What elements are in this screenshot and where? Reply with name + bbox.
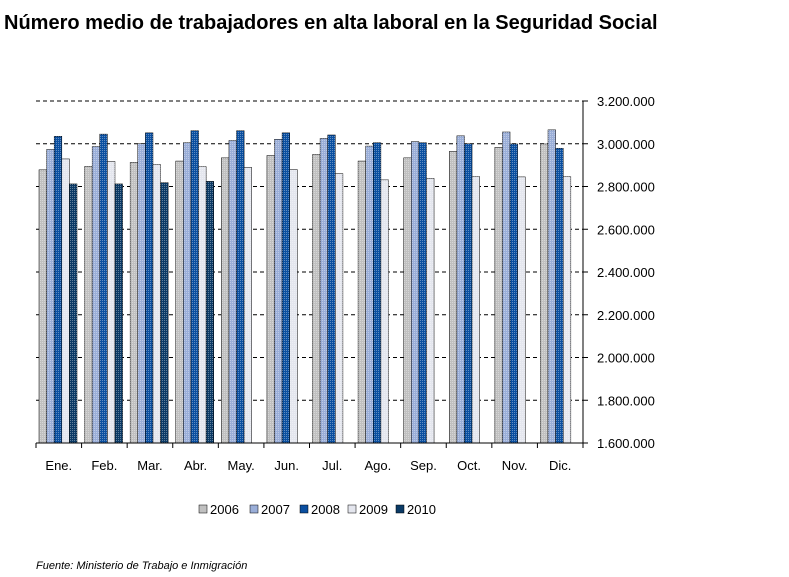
gridlines	[36, 100, 583, 401]
x-tick-label: Ene.	[45, 458, 72, 473]
bar	[221, 157, 230, 444]
legend-swatch	[249, 504, 259, 514]
legend: 2006 2007 2008 2009 2010	[198, 502, 436, 517]
x-tick-label: Abr.	[184, 458, 207, 473]
bar	[266, 155, 275, 444]
bar	[411, 141, 420, 444]
bars	[38, 129, 572, 444]
x-tick-label: Jun.	[274, 458, 299, 473]
bar	[205, 181, 214, 444]
bar	[84, 166, 93, 444]
bar	[335, 173, 344, 444]
bar	[319, 138, 328, 444]
x-tick-label: Nov.	[502, 458, 528, 473]
bar	[327, 134, 336, 444]
x-tick-label: May.	[228, 458, 255, 473]
bar	[160, 182, 169, 444]
bar	[69, 183, 78, 444]
bar	[46, 149, 55, 444]
legend-label: 2006	[210, 502, 239, 517]
bar	[562, 176, 572, 444]
bar	[464, 143, 473, 444]
x-tick-label: Sep.	[410, 458, 437, 473]
bar	[236, 130, 245, 444]
legend-swatch	[347, 504, 357, 514]
y-tick-label: 1.600.000	[597, 436, 655, 451]
legend-swatch	[198, 504, 208, 514]
legend-label: 2008	[311, 502, 340, 517]
bar	[403, 157, 412, 444]
y-tick-label: 2.800.000	[597, 180, 655, 195]
y-tick-label: 2.200.000	[597, 308, 655, 323]
bar	[274, 139, 283, 444]
y-axis-ticks: 1.600.000 1.800.000 2.000.000 2.200.000 2.40…	[583, 94, 655, 451]
legend-label: 2007	[261, 502, 290, 517]
bar	[198, 166, 207, 444]
x-tick-label: Oct.	[457, 458, 481, 473]
x-tick-label: Mar.	[137, 458, 162, 473]
source-note: Fuente: Ministerio de Trabajo e Inmigrac…	[36, 560, 248, 572]
x-tick-label: Feb.	[91, 458, 117, 473]
bar	[312, 154, 321, 444]
bar	[502, 131, 511, 444]
legend-swatch	[299, 504, 309, 514]
bar	[145, 132, 154, 444]
bar	[456, 135, 465, 444]
bar	[555, 147, 564, 444]
y-tick-label: 1.800.000	[597, 393, 655, 408]
bar	[449, 151, 458, 444]
bar	[107, 161, 116, 444]
bar	[547, 129, 556, 444]
bar	[517, 176, 526, 444]
bar	[540, 143, 549, 444]
y-tick-label: 2.600.000	[597, 222, 655, 237]
bar	[129, 162, 139, 444]
bar	[190, 130, 199, 444]
bar	[418, 142, 427, 444]
y-tick-label: 3.200.000	[597, 94, 655, 109]
bar	[53, 136, 63, 444]
bar	[137, 143, 146, 444]
bar	[494, 147, 503, 444]
y-tick-label: 3.000.000	[597, 137, 655, 152]
bar	[289, 169, 298, 444]
bar	[380, 179, 389, 444]
bar	[509, 143, 518, 444]
chart-title: Número medio de trabajadores en alta lab…	[4, 12, 658, 34]
bar	[357, 160, 366, 444]
bar	[426, 178, 435, 444]
y-tick-label: 2.400.000	[597, 265, 655, 280]
bar	[38, 169, 47, 444]
legend-entry: 2009	[347, 502, 388, 517]
bar	[152, 164, 161, 444]
bar	[243, 167, 252, 444]
legend-entry: 2006	[198, 502, 239, 517]
bar	[175, 160, 184, 444]
bar	[228, 140, 237, 444]
y-tick-label: 2.000.000	[597, 351, 655, 366]
legend-swatch	[395, 504, 405, 514]
legend-entry: 2008	[299, 502, 340, 517]
bar	[114, 183, 123, 444]
legend-label: 2010	[407, 502, 436, 517]
bar	[183, 142, 192, 444]
legend-entry: 2010	[395, 502, 436, 517]
bar	[99, 133, 108, 444]
x-axis-ticks: Ene. Feb. Mar. Abr. May. Jun. Jul. Ago. Sep. Oct.…	[35, 443, 584, 473]
bar	[471, 176, 480, 444]
bar	[281, 132, 290, 444]
bar	[61, 158, 70, 444]
bar	[365, 145, 374, 444]
legend-entry: 2007	[249, 502, 290, 517]
bar	[91, 146, 101, 444]
x-tick-label: Jul.	[322, 458, 342, 473]
legend-label: 2009	[359, 502, 388, 517]
x-tick-label: Dic.	[549, 458, 571, 473]
x-tick-label: Ago.	[365, 458, 392, 473]
bar	[373, 142, 382, 444]
